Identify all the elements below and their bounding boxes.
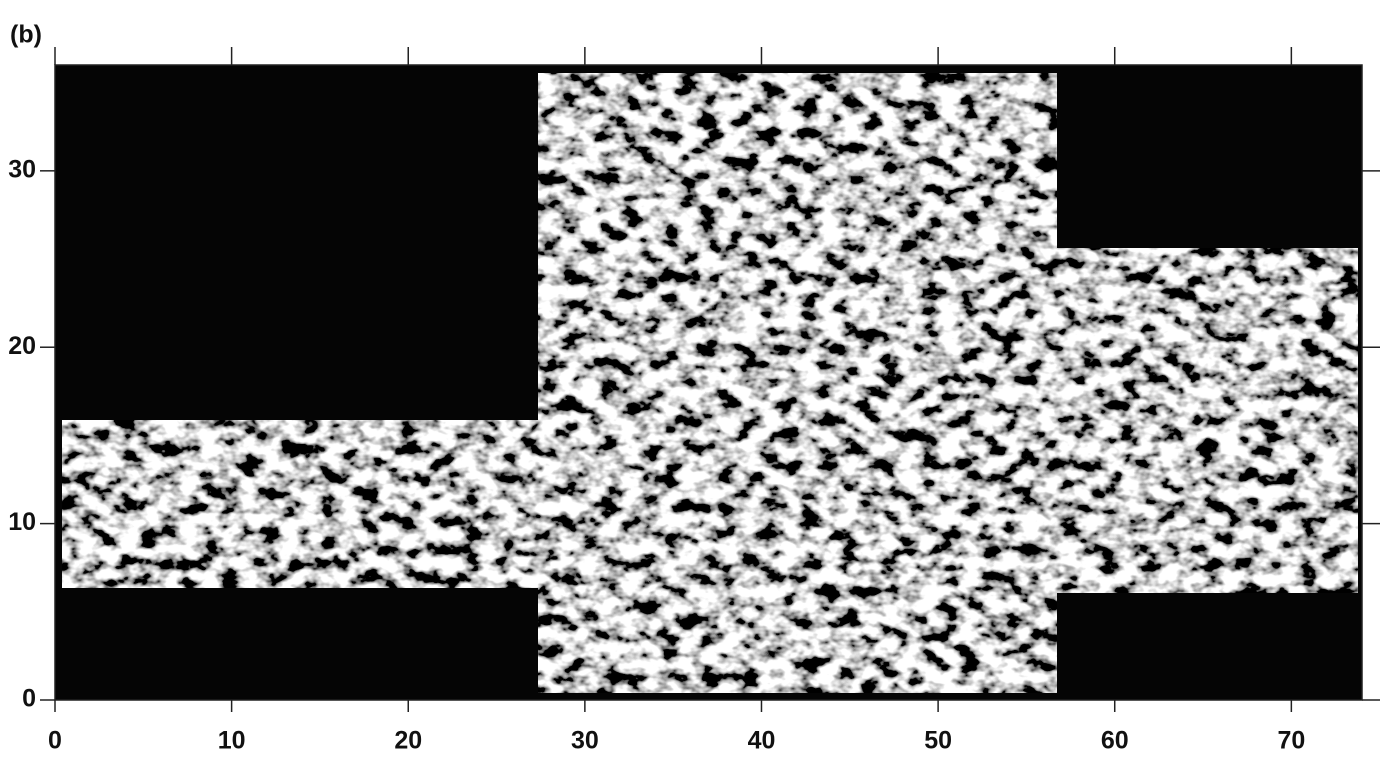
x-tick-label: 50 <box>924 727 952 755</box>
y-tick-label: 30 <box>8 155 36 183</box>
x-tick-label: 30 <box>571 727 599 755</box>
x-tick-label: 10 <box>218 727 246 755</box>
x-tick-label: 40 <box>748 727 776 755</box>
y-tick-label: 10 <box>8 508 36 536</box>
x-tick-label: 20 <box>394 727 422 755</box>
x-tick-label: 60 <box>1101 727 1129 755</box>
plot-frame <box>54 64 1363 701</box>
x-tick-label: 70 <box>1277 727 1305 755</box>
y-tick-label: 20 <box>8 332 36 360</box>
chart-title: (b) <box>10 21 42 49</box>
x-tick-label: 0 <box>48 727 62 755</box>
y-tick-label: 0 <box>22 685 36 713</box>
